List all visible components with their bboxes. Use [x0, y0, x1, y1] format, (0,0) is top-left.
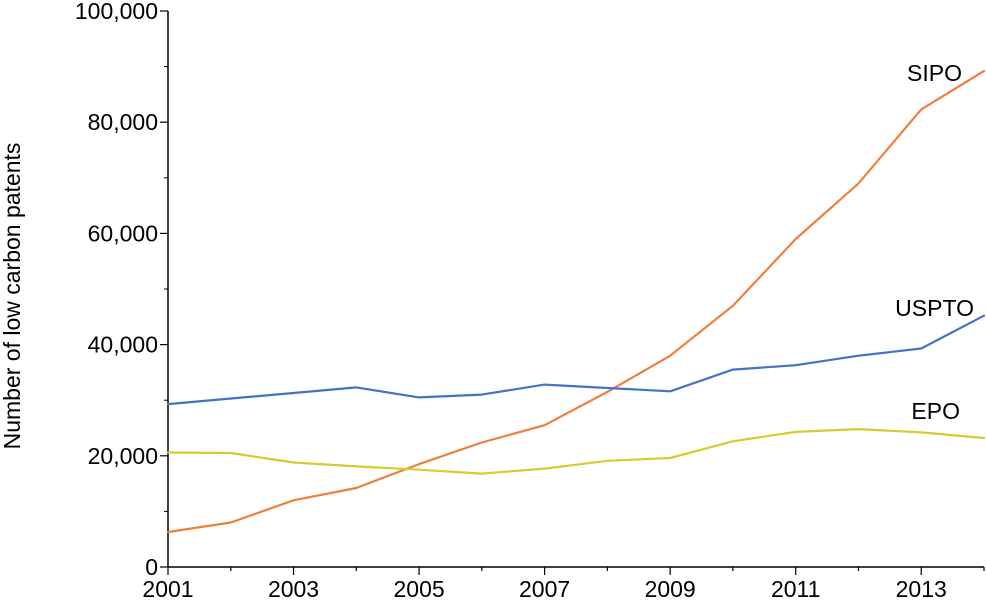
series-line-sipo — [166, 69, 986, 534]
y-tick-label: 80,000 — [88, 109, 158, 135]
series-labels: SIPO USPTO EPO — [895, 60, 974, 424]
y-axis-title: Number of low carbon patents — [0, 143, 25, 450]
x-tick-label: 2007 — [519, 576, 570, 602]
y-tick-label: 0 — [145, 554, 158, 580]
y-tick-label: 20,000 — [88, 443, 158, 469]
y-tick-label: 60,000 — [88, 220, 158, 246]
series-line-epo — [166, 428, 986, 475]
series-lines — [166, 69, 986, 534]
axes — [167, 11, 984, 568]
series-label-epo: EPO — [911, 398, 960, 424]
y-axis-ticks: 0 20,000 40,000 60,000 80,000 100,000 — [75, 0, 168, 580]
x-tick-label: 2001 — [142, 576, 193, 602]
series-line-uspto — [166, 314, 986, 406]
x-tick-label: 2011 — [771, 576, 820, 602]
x-tick-label: 2003 — [268, 576, 319, 602]
x-tick-label: 2005 — [393, 576, 444, 602]
y-tick-label: 100,000 — [75, 0, 158, 24]
x-tick-label: 2009 — [645, 576, 696, 602]
x-axis-ticks: 2001 2003 2005 2007 2009 2011 2013 — [142, 567, 985, 602]
series-label-uspto: USPTO — [895, 295, 974, 321]
y-tick-label: 40,000 — [88, 332, 158, 358]
series-label-sipo: SIPO — [907, 60, 962, 86]
x-tick-label: 2013 — [896, 576, 947, 602]
